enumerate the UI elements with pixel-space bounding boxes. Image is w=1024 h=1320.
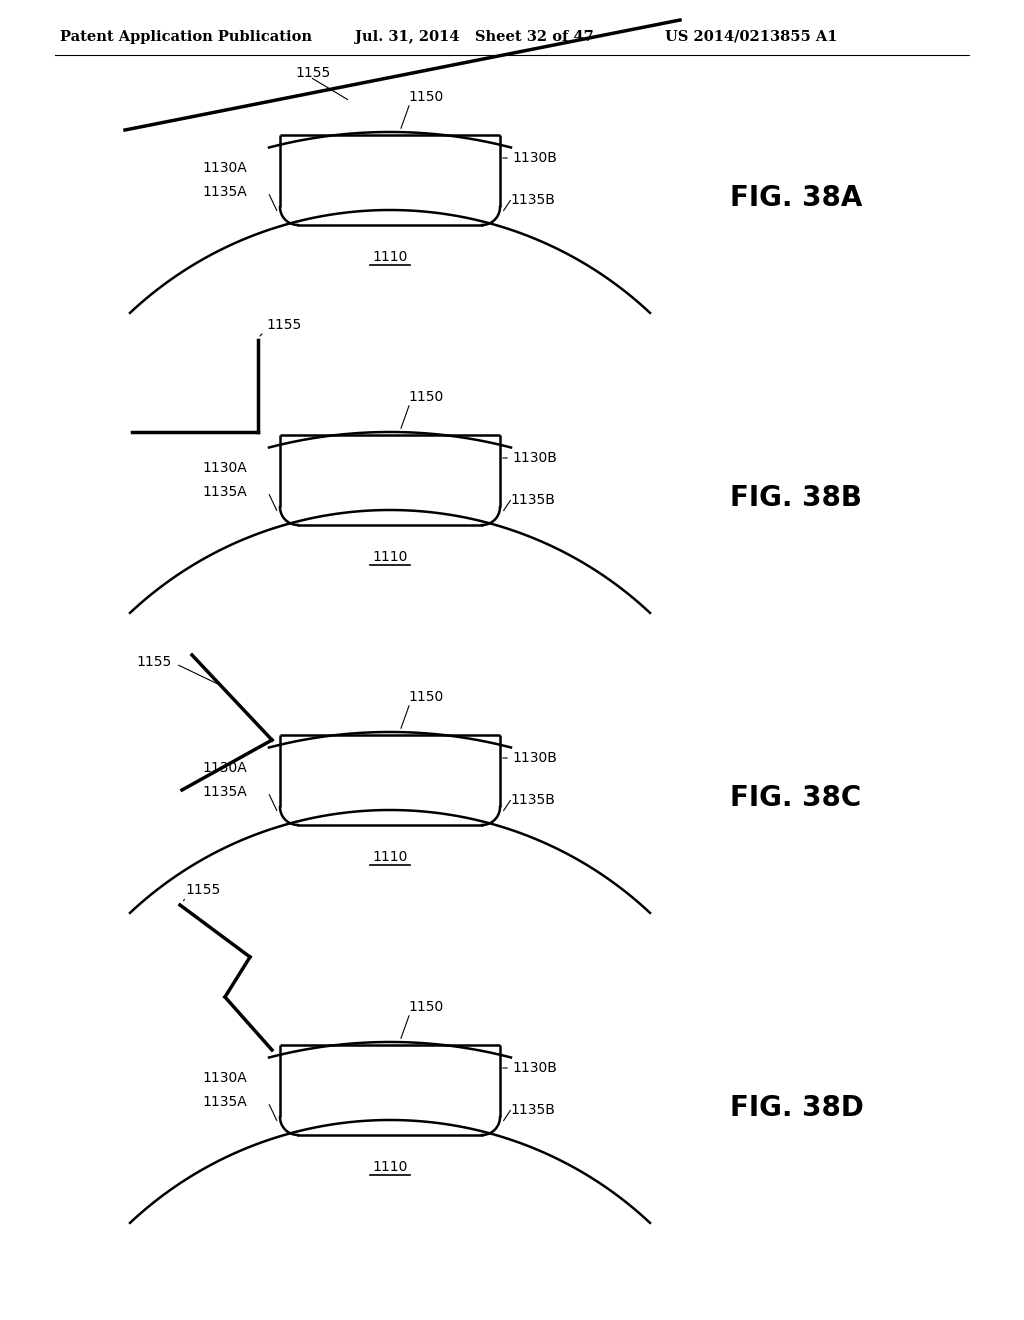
Text: 1130B: 1130B: [512, 751, 557, 766]
Text: 1110: 1110: [373, 1160, 408, 1173]
Text: FIG. 38D: FIG. 38D: [730, 1094, 864, 1122]
Text: 1135B: 1135B: [510, 1104, 555, 1117]
Text: 1130A: 1130A: [202, 161, 247, 176]
Text: Patent Application Publication: Patent Application Publication: [60, 30, 312, 44]
Text: 1135A: 1135A: [202, 785, 247, 799]
Text: 1150: 1150: [408, 1001, 443, 1014]
Text: 1130B: 1130B: [512, 1061, 557, 1074]
Text: 1130A: 1130A: [202, 762, 247, 775]
Text: FIG. 38A: FIG. 38A: [730, 183, 862, 213]
Text: 1135B: 1135B: [510, 793, 555, 807]
Text: 1135A: 1135A: [202, 185, 247, 199]
Text: 1135B: 1135B: [510, 193, 555, 207]
Text: FIG. 38B: FIG. 38B: [730, 484, 862, 512]
Text: 1155: 1155: [266, 318, 301, 333]
Text: 1110: 1110: [373, 850, 408, 865]
Text: 1150: 1150: [408, 690, 443, 704]
Text: 1150: 1150: [408, 90, 443, 104]
Text: FIG. 38C: FIG. 38C: [730, 784, 861, 812]
Text: 1155: 1155: [185, 883, 220, 898]
Text: 1135A: 1135A: [202, 1096, 247, 1109]
Text: 1155: 1155: [137, 655, 172, 669]
Text: US 2014/0213855 A1: US 2014/0213855 A1: [665, 30, 838, 44]
Text: 1130A: 1130A: [202, 461, 247, 475]
Text: 1130B: 1130B: [512, 150, 557, 165]
Text: 1130A: 1130A: [202, 1071, 247, 1085]
Text: 1155: 1155: [295, 66, 331, 81]
Text: 1135A: 1135A: [202, 484, 247, 499]
Text: Jul. 31, 2014   Sheet 32 of 47: Jul. 31, 2014 Sheet 32 of 47: [355, 30, 594, 44]
Text: 1110: 1110: [373, 249, 408, 264]
Text: 1150: 1150: [408, 389, 443, 404]
Text: 1135B: 1135B: [510, 492, 555, 507]
Text: 1130B: 1130B: [512, 451, 557, 465]
Text: 1110: 1110: [373, 550, 408, 564]
